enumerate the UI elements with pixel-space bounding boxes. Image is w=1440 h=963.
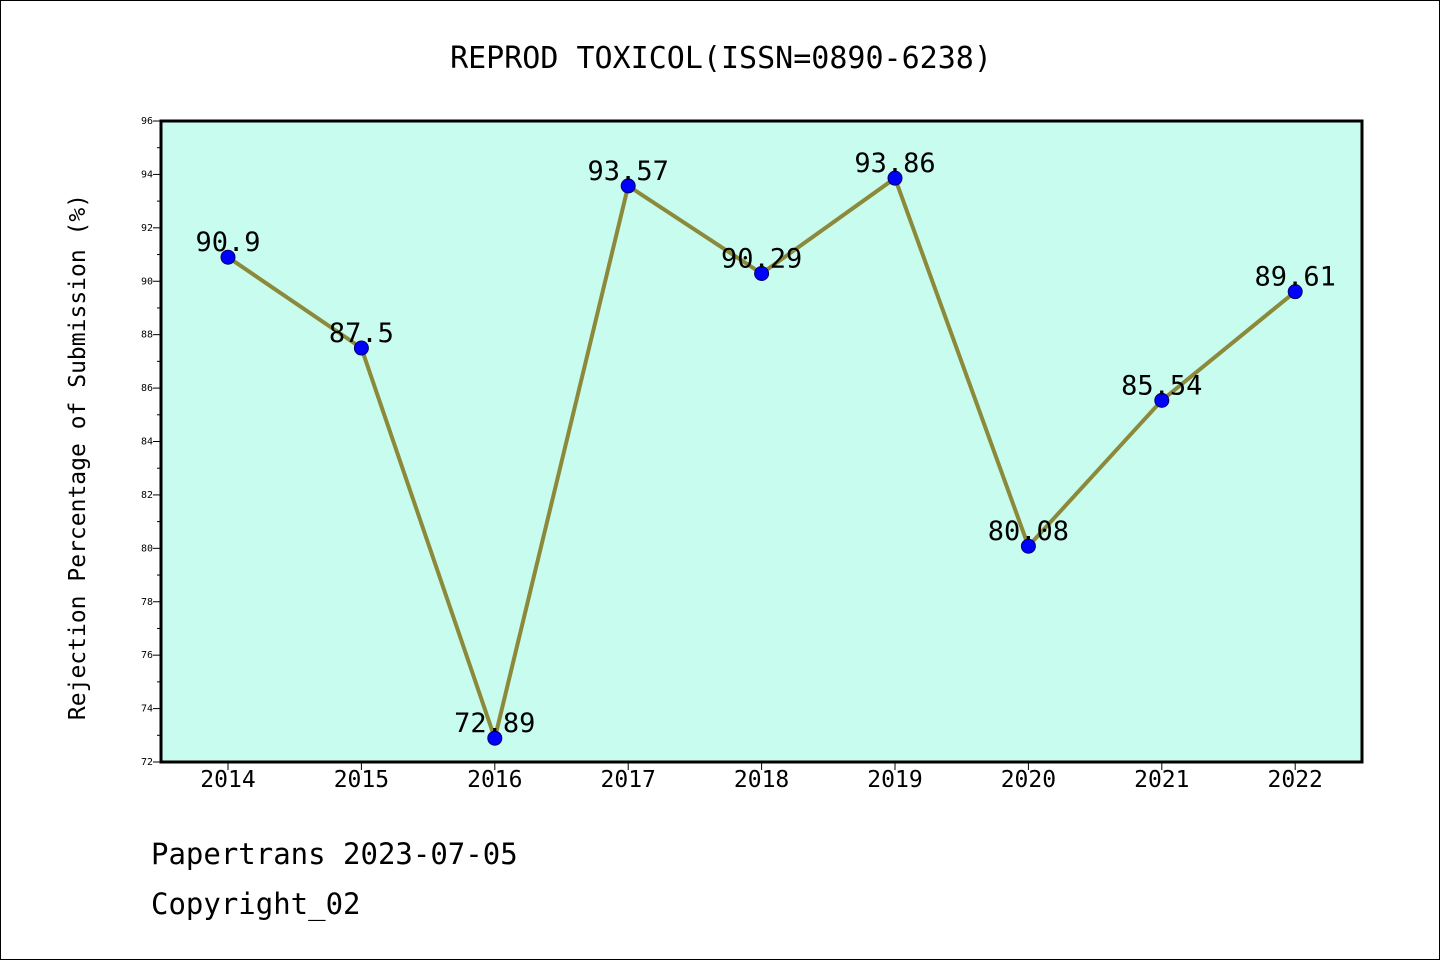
y-tick-label: 84 bbox=[141, 437, 153, 448]
y-axis-label: Rejection Percentage of Submission (%) bbox=[65, 194, 91, 720]
x-tick-label: 2022 bbox=[1268, 767, 1323, 793]
x-tick-label: 2018 bbox=[734, 767, 789, 793]
y-tick-label: 82 bbox=[141, 490, 153, 501]
data-point-marker bbox=[1287, 284, 1303, 300]
data-label: 93.57 bbox=[588, 156, 669, 187]
y-tick-label: 92 bbox=[141, 223, 153, 234]
data-label: 72.89 bbox=[454, 708, 535, 739]
x-tick-label: 2015 bbox=[334, 767, 389, 793]
x-tick-label: 2017 bbox=[601, 767, 656, 793]
y-tick-label: 80 bbox=[141, 543, 153, 554]
data-point-marker bbox=[1020, 538, 1036, 554]
data-label: 90.29 bbox=[721, 244, 802, 275]
plot-area bbox=[159, 119, 1364, 764]
y-tick-label: 78 bbox=[141, 597, 153, 608]
x-tick-label: 2021 bbox=[1134, 767, 1189, 793]
x-tick-label: 2019 bbox=[867, 767, 922, 793]
footer-publisher-date: Papertrans 2023-07-05 bbox=[151, 837, 518, 871]
y-tick-label: 76 bbox=[141, 650, 153, 661]
data-point-marker bbox=[887, 170, 903, 186]
y-tick-label: 90 bbox=[141, 276, 153, 287]
data-point-marker bbox=[1154, 392, 1170, 408]
data-point-marker bbox=[487, 730, 503, 746]
footer-copyright: Copyright_02 bbox=[151, 887, 361, 921]
y-tick-label: 86 bbox=[141, 383, 153, 394]
y-tick-label: 94 bbox=[141, 169, 153, 180]
x-tick-label: 2014 bbox=[200, 767, 255, 793]
data-point-marker bbox=[620, 178, 636, 194]
data-label: 89.61 bbox=[1255, 262, 1336, 293]
y-axis: 72 74 76 78 80 82 84 86 88 90 92 94 96 bbox=[141, 116, 161, 768]
y-tick-label: 96 bbox=[141, 116, 153, 127]
data-point-marker bbox=[754, 266, 770, 282]
data-label: 85.54 bbox=[1121, 370, 1202, 401]
y-tick-label: 74 bbox=[141, 704, 153, 715]
series-rejection-percentage: 90.9 87.5 72.89 93.57 90.29 93.86 80.08 85.54 89… bbox=[195, 148, 1336, 746]
x-tick-label: 2020 bbox=[1001, 767, 1056, 793]
y-tick-label: 72 bbox=[141, 757, 153, 768]
data-point-marker bbox=[220, 249, 236, 265]
data-label: 87.5 bbox=[329, 318, 394, 349]
y-tick-label: 88 bbox=[141, 330, 153, 341]
data-label: 90.9 bbox=[195, 227, 260, 258]
x-tick-label: 2016 bbox=[467, 767, 522, 793]
x-axis: 2014 2015 2016 2017 2018 2019 2020 2021 2022 bbox=[200, 762, 1323, 793]
data-label: 93.86 bbox=[854, 148, 935, 179]
chart-title: REPROD TOXICOL(ISSN=0890-6238) bbox=[450, 41, 992, 76]
data-label: 80.08 bbox=[988, 516, 1069, 547]
data-point-marker bbox=[353, 340, 369, 356]
